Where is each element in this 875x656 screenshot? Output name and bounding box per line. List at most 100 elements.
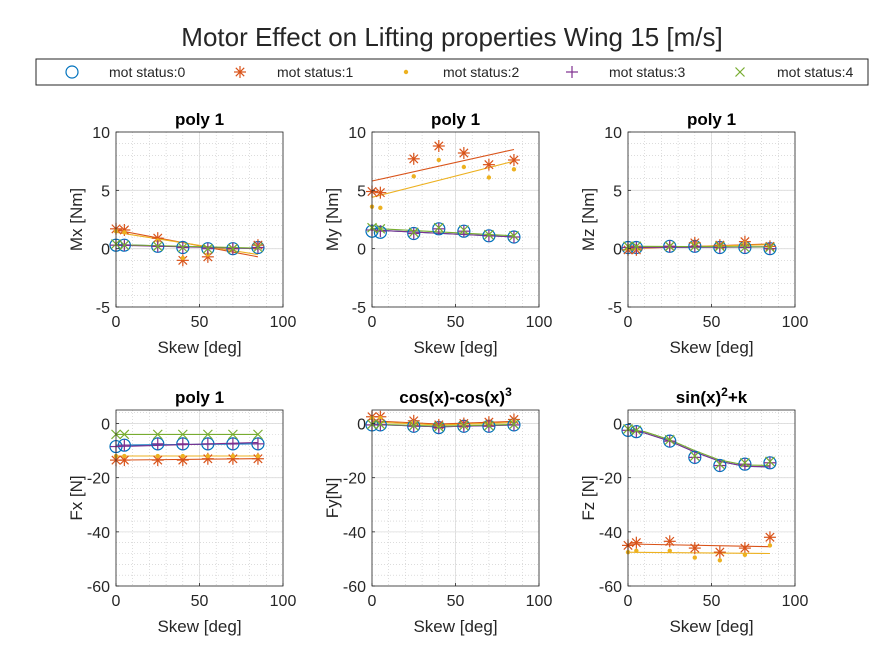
legend-label: mot status:1	[277, 64, 353, 80]
data-point	[630, 536, 643, 549]
y-tick-label: 0	[613, 417, 622, 434]
data-point	[739, 242, 750, 253]
data-point	[152, 241, 163, 252]
x-axis-label: Skew [deg]	[413, 617, 497, 636]
series-markers	[113, 453, 261, 459]
data-point	[457, 225, 470, 238]
y-tick-label: 0	[613, 242, 622, 259]
subplot-title: poly 1	[431, 110, 480, 129]
x-tick-label: 50	[703, 593, 721, 610]
data-point	[227, 429, 238, 440]
data-point	[201, 437, 214, 450]
data-point	[509, 230, 519, 241]
data-point	[180, 255, 185, 261]
y-tick-label: -5	[608, 300, 622, 317]
data-point	[407, 152, 420, 165]
x-axis-label: Skew [deg]	[413, 338, 497, 357]
legend: mot status:0 mot status:1 mot status:2 mot …	[35, 58, 869, 86]
legend-marker-dot	[403, 69, 409, 75]
data-point	[631, 241, 642, 252]
x-axis-label: Skew [deg]	[669, 338, 753, 357]
y-tick-label: 5	[101, 183, 110, 200]
data-point	[630, 241, 643, 254]
x-tick-label: 100	[270, 593, 297, 610]
data-point	[631, 425, 642, 436]
x-tick-label: 100	[526, 593, 553, 610]
legend-item: mot status:2	[403, 64, 519, 80]
data-point	[713, 459, 726, 472]
y-tick-label: -60	[599, 579, 622, 596]
data-point	[507, 231, 520, 243]
y-tick-label: 5	[613, 183, 622, 200]
data-point	[251, 452, 264, 465]
y-tick-label: -40	[87, 525, 110, 542]
data-point	[374, 186, 387, 199]
y-tick-label: -20	[599, 471, 622, 488]
y-axis-label: Mx [Nm]	[67, 188, 86, 251]
legend-marker-asterisk	[234, 66, 246, 78]
x-tick-label: 50	[447, 314, 465, 331]
data-point	[664, 434, 675, 445]
data-point	[436, 157, 441, 163]
series-markers	[622, 424, 776, 472]
x-tick-label: 100	[782, 314, 809, 331]
subplot-4: 0 50 100 -60 -40 -20 0 Skew [deg] Fx [N] poly 1	[67, 388, 296, 636]
data-point	[202, 429, 213, 440]
x-tick-label: 0	[624, 593, 633, 610]
data-point	[482, 158, 495, 171]
data-point	[765, 456, 775, 467]
data-point	[177, 429, 188, 440]
data-point	[407, 227, 420, 240]
data-point	[688, 542, 701, 555]
y-tick-label: -40	[343, 525, 366, 542]
legend-marker-plus	[566, 66, 578, 78]
data-point	[118, 439, 131, 452]
data-point	[180, 453, 185, 459]
data-point	[742, 552, 748, 558]
data-point	[375, 223, 386, 234]
data-point	[763, 531, 776, 544]
x-tick-label: 50	[703, 314, 721, 331]
y-tick-label: -5	[352, 300, 366, 317]
y-axis-label: Mz [Nm]	[579, 188, 598, 251]
y-tick-label: 10	[92, 125, 110, 142]
y-axis-label: Fx [N]	[67, 475, 86, 520]
data-point	[634, 548, 639, 553]
data-point	[119, 240, 130, 251]
data-point	[202, 243, 213, 254]
data-point	[667, 548, 672, 553]
data-point	[763, 456, 776, 469]
y-tick-label: 10	[604, 125, 622, 142]
data-point	[411, 174, 416, 179]
data-point	[717, 558, 723, 563]
data-point	[738, 458, 751, 471]
subplot-title: poly 1	[687, 110, 736, 129]
data-point	[375, 419, 386, 430]
legend-marker-circle	[65, 65, 79, 79]
data-point	[763, 242, 776, 255]
data-point	[433, 421, 444, 432]
data-point	[765, 242, 775, 253]
y-tick-label: -5	[96, 300, 110, 317]
data-point	[122, 453, 127, 459]
data-point	[176, 437, 189, 450]
subplot-6: 0 50 100 -60 -40 -20 0 Skew [deg] Fz [N] sin(x)2+…	[579, 385, 808, 636]
series-markers	[623, 241, 775, 253]
data-point	[433, 222, 444, 233]
data-point	[663, 535, 676, 548]
data-point	[378, 205, 383, 211]
subplot-title: poly 1	[175, 388, 224, 407]
data-point	[253, 242, 263, 253]
data-point	[177, 242, 188, 253]
subplot-5: 0 50 100 -60 -40 -20 0 Skew [deg] Fy[N] cos(x)-co…	[323, 385, 552, 636]
data-point	[713, 241, 726, 254]
y-tick-label: 10	[348, 125, 366, 142]
fit-line	[115, 441, 258, 448]
data-point	[738, 542, 751, 555]
legend-item: mot status:0	[65, 64, 185, 80]
data-point	[122, 230, 127, 235]
data-point	[230, 453, 236, 459]
data-point	[509, 419, 519, 430]
